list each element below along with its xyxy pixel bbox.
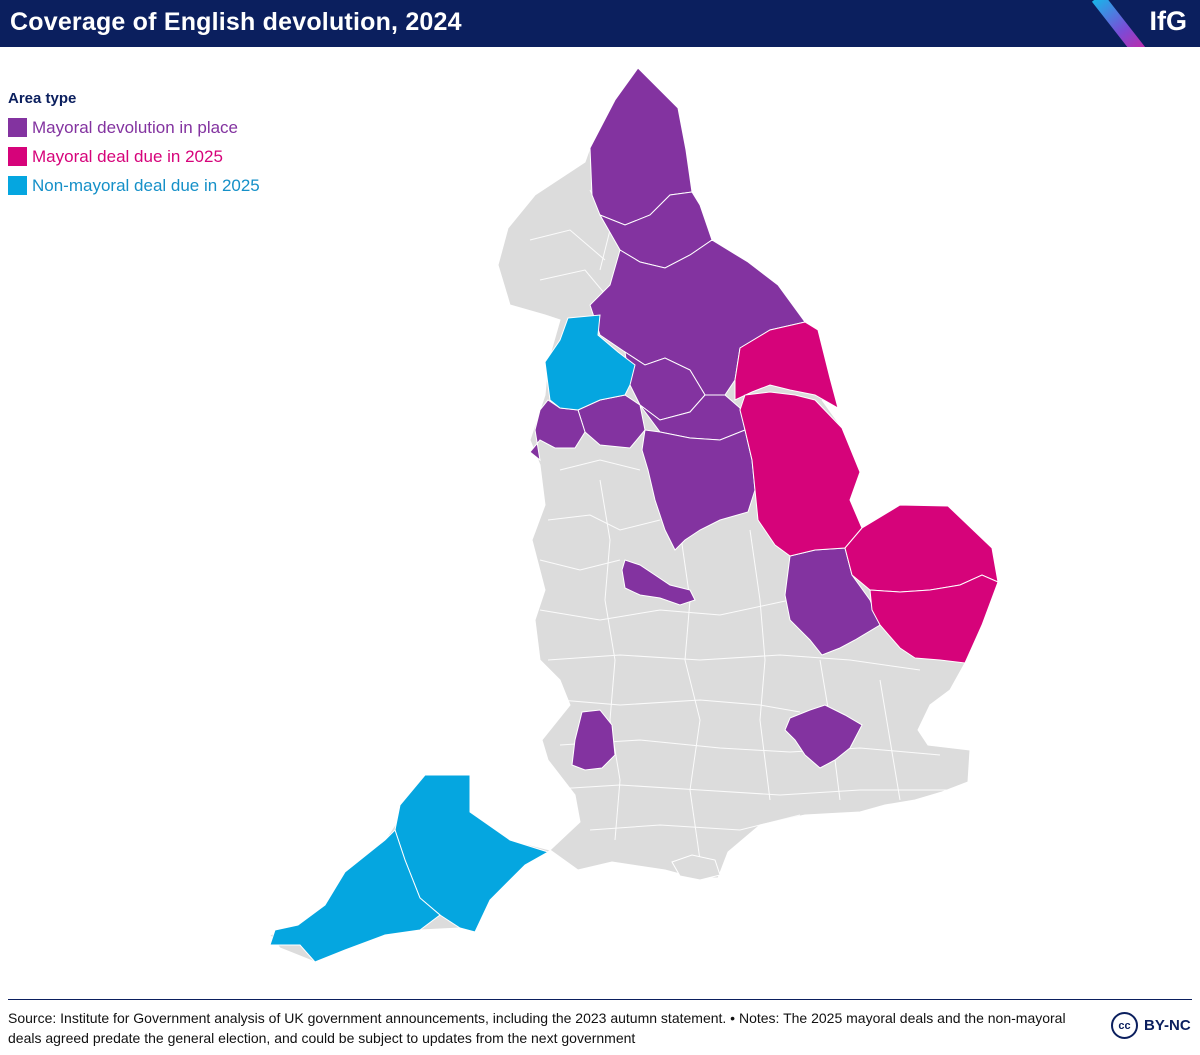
license-text: BY-NC <box>1144 1017 1191 1034</box>
west-midlands-region <box>621 559 696 606</box>
hull-east-yorkshire-region <box>734 321 839 410</box>
header-bar: Coverage of English devolution, 2024 IfG <box>0 0 1200 47</box>
isle-of-wight-region <box>671 854 721 881</box>
logo-stripe-icon <box>1091 0 1147 47</box>
west-of-england-region <box>571 709 616 771</box>
greater-lincolnshire-region <box>739 391 863 557</box>
legend: Area type Mayoral devolution in place Ma… <box>8 90 260 200</box>
legend-item-non-mayoral-2025: Non-mayoral deal due in 2025 <box>8 171 260 200</box>
legend-label: Mayoral devolution in place <box>32 117 239 137</box>
legend-swatch-purple <box>8 118 27 137</box>
footer-divider <box>8 999 1192 1000</box>
legend-label: Non-mayoral deal due in 2025 <box>32 175 260 195</box>
non-mayoral-deal-2025-regions <box>269 314 636 963</box>
mayoral-deal-2025-regions <box>734 321 999 664</box>
lancashire-region <box>544 314 636 411</box>
england-map <box>269 67 999 963</box>
legend-item-mayoral-2025: Mayoral deal due in 2025 <box>8 142 260 171</box>
legend-title: Area type <box>8 90 77 107</box>
suffolk-region <box>869 574 999 664</box>
legend-swatch-magenta <box>8 147 27 166</box>
local-authority-boundaries <box>529 189 950 861</box>
greater-london-region <box>784 704 863 769</box>
source-note: Source: Institute for Government analysi… <box>8 1010 1066 1046</box>
east-midlands-region <box>641 429 756 551</box>
legend-label: Mayoral deal due in 2025 <box>32 146 223 166</box>
license-badge: cc BY-NC <box>1111 1012 1191 1039</box>
mayoral-devolution-regions <box>529 67 881 771</box>
cc-icon: cc <box>1111 1012 1138 1039</box>
cornwall-region <box>269 829 441 963</box>
legend-swatch-blue <box>8 176 27 195</box>
ifg-logo: IfG <box>1149 6 1188 36</box>
chart-title: Coverage of English devolution, 2024 <box>10 8 462 36</box>
legend-item-mayoral-in-place: Mayoral devolution in place <box>8 113 260 142</box>
